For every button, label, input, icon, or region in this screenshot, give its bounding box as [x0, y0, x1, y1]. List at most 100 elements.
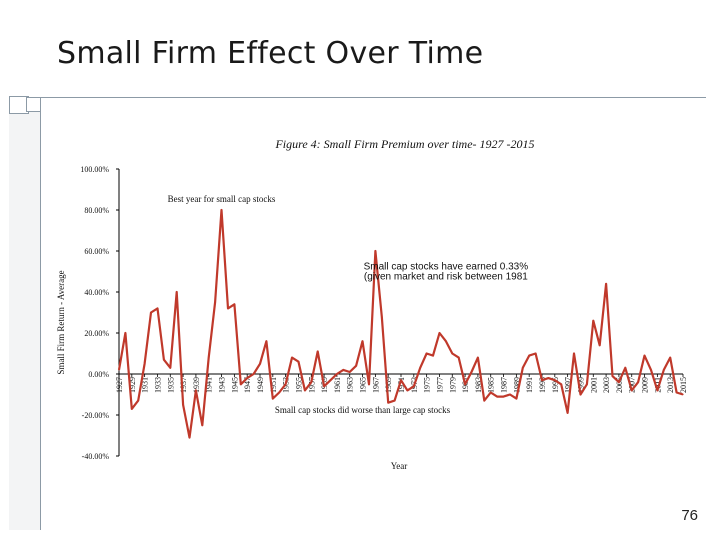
data-point [515, 398, 517, 400]
data-point [586, 383, 588, 385]
x-tick-label: 1985 [487, 377, 496, 393]
x-tick-label: 2015 [679, 377, 688, 393]
x-tick-label: 2009 [641, 377, 650, 393]
gutter-divider [40, 98, 41, 530]
data-point [669, 357, 671, 359]
data-point [368, 383, 370, 385]
x-tick-label: 1991 [525, 377, 534, 393]
y-tick-label: 100.00% [80, 165, 109, 174]
data-point [176, 291, 178, 293]
data-point [182, 404, 184, 406]
y-tick-label: 40.00% [84, 288, 109, 297]
data-point [381, 316, 383, 318]
data-point [240, 383, 242, 385]
y-axis-label: Small Firm Return - Average [56, 270, 66, 374]
x-tick-label: 1993 [538, 377, 547, 393]
data-point [573, 352, 575, 355]
data-point [675, 391, 678, 394]
small-firm-premium-chart: Figure 4: Small Firm Premium over time- … [56, 137, 688, 471]
x-tick-label: 1961 [333, 377, 342, 393]
x-tick-label: 1939 [192, 377, 201, 393]
data-point [528, 354, 530, 357]
data-point [560, 383, 562, 385]
x-tick-label: 2005 [615, 377, 624, 393]
data-point [349, 371, 351, 373]
annotation-2: Small cap stocks have earned 0.33% [364, 261, 529, 272]
x-tick-label: 1941 [205, 377, 214, 393]
y-tick-label: -20.00% [82, 411, 110, 420]
data-point [163, 359, 165, 361]
data-point [393, 400, 396, 402]
x-tick-label: 1935 [166, 377, 175, 393]
slide-title: Small Firm Effect Over Time [57, 36, 484, 71]
data-point [285, 383, 287, 385]
x-tick-label: 2001 [589, 377, 598, 393]
data-point [220, 209, 223, 211]
data-point [252, 373, 255, 375]
data-point [124, 332, 127, 334]
y-tick-label: 60.00% [84, 247, 109, 256]
data-point [406, 389, 409, 391]
data-point [592, 320, 594, 322]
x-tick-label: 1995 [551, 377, 560, 393]
x-axis-label: Year [391, 461, 408, 471]
data-point [445, 340, 447, 342]
x-tick-label: 1951 [269, 377, 278, 393]
x-tick-label: 1989 [512, 377, 521, 393]
data-point [118, 369, 120, 371]
data-point [502, 395, 505, 398]
x-tick-label: 2007 [628, 377, 637, 393]
series-line-small-firm-premium [117, 208, 684, 439]
data-point [188, 436, 191, 439]
x-tick-label: 1975 [423, 377, 432, 393]
data-point [413, 385, 415, 387]
data-point [458, 357, 460, 359]
data-point [496, 395, 498, 398]
data-point [650, 369, 652, 371]
data-point [567, 412, 569, 414]
x-tick-label: 1947 [243, 377, 252, 393]
data-point [144, 363, 146, 365]
data-point [554, 379, 556, 381]
x-tick-label: 1929 [128, 377, 137, 393]
data-point [426, 352, 428, 355]
data-point [156, 307, 159, 309]
x-tick-label: 2013 [666, 377, 675, 393]
data-point [329, 379, 332, 381]
x-tick-label: 1987 [500, 377, 509, 393]
x-tick-label: 1963 [346, 377, 355, 393]
data-point [643, 354, 646, 357]
x-tick-label: 1969 [384, 377, 393, 393]
data-point [534, 352, 537, 355]
y-tick-label: 20.00% [84, 329, 109, 338]
data-point [682, 393, 684, 396]
data-point [663, 369, 665, 371]
x-tick-label: 1943 [218, 377, 227, 393]
data-point [438, 332, 441, 334]
data-point [131, 408, 133, 410]
data-point [291, 357, 293, 359]
data-point [656, 389, 658, 391]
data-point [246, 377, 248, 379]
x-tick-label: 1931 [141, 377, 150, 393]
x-tick-label: 1977 [435, 377, 444, 393]
data-point [214, 301, 216, 303]
x-tick-label: 1967 [371, 377, 380, 393]
data-point [208, 357, 210, 359]
data-point [169, 367, 171, 369]
x-tick-label: 1927 [115, 377, 124, 393]
chart-title: Figure 4: Small Firm Premium over time- … [274, 137, 534, 151]
y-tick-label: 80.00% [84, 206, 109, 215]
data-point [432, 354, 434, 357]
x-tick-label: 2011 [653, 377, 662, 393]
data-point [297, 361, 300, 363]
data-point [304, 389, 306, 391]
data-point [470, 371, 473, 373]
x-tick-label: 2003 [602, 377, 611, 393]
annotation-4: Small cap stocks did worse than large ca… [275, 405, 451, 415]
data-point [599, 344, 601, 346]
data-point [336, 373, 338, 375]
x-tick-label: 1999 [576, 377, 585, 393]
data-point [227, 307, 229, 309]
x-tick-label: 1997 [564, 377, 573, 393]
